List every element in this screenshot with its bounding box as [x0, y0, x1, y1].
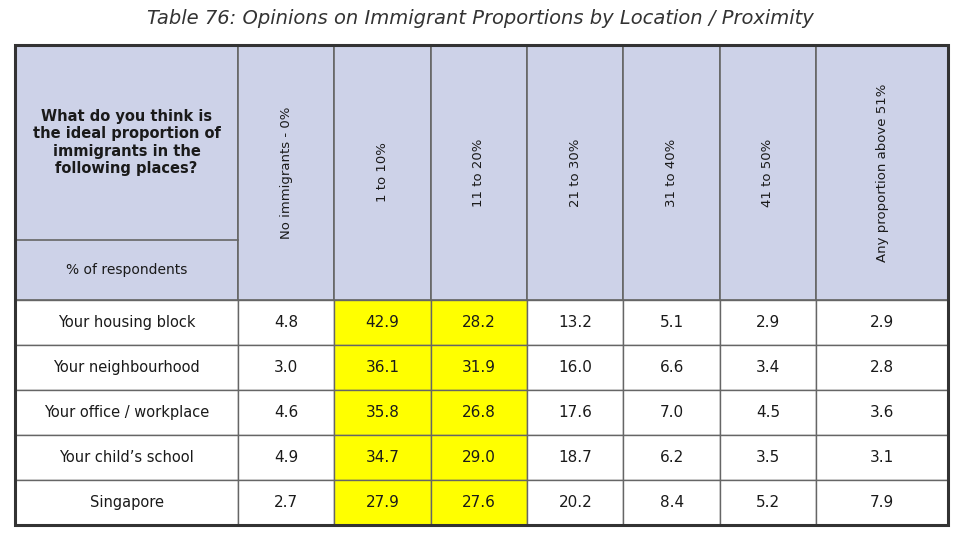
Text: 6.6: 6.6	[660, 360, 684, 375]
Text: 6.2: 6.2	[660, 450, 684, 465]
Bar	[431, 45, 527, 300]
Bar	[238, 345, 334, 390]
Bar	[431, 300, 527, 345]
Text: 4.5: 4.5	[756, 405, 780, 420]
Bar	[238, 45, 334, 300]
Text: 13.2: 13.2	[559, 315, 592, 330]
Text: 11 to 20%: 11 to 20%	[472, 138, 486, 207]
Text: 28.2: 28.2	[462, 315, 495, 330]
Text: 8.4: 8.4	[660, 495, 684, 510]
Text: 42.9: 42.9	[366, 315, 399, 330]
Text: 27.9: 27.9	[366, 495, 399, 510]
Text: 16.0: 16.0	[559, 360, 592, 375]
Text: Your office / workplace: Your office / workplace	[44, 405, 209, 420]
Text: % of respondents: % of respondents	[66, 263, 187, 277]
Bar	[15, 390, 238, 435]
Text: Any proportion above 51%: Any proportion above 51%	[876, 83, 889, 262]
Text: 3.6: 3.6	[870, 405, 895, 420]
Bar	[238, 300, 334, 345]
Text: 20.2: 20.2	[559, 495, 592, 510]
Bar	[816, 435, 948, 480]
Bar	[15, 45, 238, 300]
Bar	[15, 435, 238, 480]
Bar	[431, 435, 527, 480]
Bar	[431, 480, 527, 525]
Bar	[334, 390, 431, 435]
Text: 2.8: 2.8	[870, 360, 894, 375]
Bar	[623, 480, 720, 525]
Bar	[527, 390, 623, 435]
Bar	[527, 480, 623, 525]
Text: 7.0: 7.0	[660, 405, 684, 420]
Bar	[527, 435, 623, 480]
Text: 26.8: 26.8	[462, 405, 496, 420]
Bar	[720, 390, 816, 435]
Bar	[15, 45, 948, 525]
Bar	[720, 480, 816, 525]
Text: No immigrants - 0%: No immigrants - 0%	[279, 106, 293, 239]
Text: Your child’s school: Your child’s school	[60, 450, 194, 465]
Text: 18.7: 18.7	[559, 450, 592, 465]
Text: Your housing block: Your housing block	[58, 315, 195, 330]
Bar	[527, 45, 623, 300]
Text: 34.7: 34.7	[366, 450, 399, 465]
Text: 3.1: 3.1	[870, 450, 894, 465]
Text: 31.9: 31.9	[462, 360, 496, 375]
Text: 1 to 10%: 1 to 10%	[376, 143, 389, 203]
Text: 29.0: 29.0	[462, 450, 496, 465]
Bar	[816, 300, 948, 345]
Bar	[623, 390, 720, 435]
Text: 3.4: 3.4	[756, 360, 780, 375]
Bar	[527, 300, 623, 345]
Bar	[238, 390, 334, 435]
Text: 4.8: 4.8	[275, 315, 299, 330]
Bar	[334, 480, 431, 525]
Text: 4.6: 4.6	[275, 405, 299, 420]
Text: 4.9: 4.9	[275, 450, 299, 465]
Bar	[720, 45, 816, 300]
Bar	[238, 435, 334, 480]
Bar	[431, 390, 527, 435]
Bar	[816, 480, 948, 525]
Bar	[623, 345, 720, 390]
Bar	[623, 45, 720, 300]
Bar	[15, 480, 238, 525]
Bar	[623, 435, 720, 480]
Bar	[15, 345, 238, 390]
Text: Table 76: Opinions on Immigrant Proportions by Location / Proximity: Table 76: Opinions on Immigrant Proporti…	[147, 9, 813, 28]
Text: 3.0: 3.0	[275, 360, 299, 375]
Bar	[334, 45, 431, 300]
Text: What do you think is
the ideal proportion of
immigrants in the
following places?: What do you think is the ideal proportio…	[33, 109, 221, 176]
Text: 7.9: 7.9	[870, 495, 894, 510]
Bar	[334, 345, 431, 390]
Text: 41 to 50%: 41 to 50%	[761, 138, 775, 207]
Text: 17.6: 17.6	[559, 405, 592, 420]
Text: 2.7: 2.7	[275, 495, 299, 510]
Text: Your neighbourhood: Your neighbourhood	[53, 360, 200, 375]
Bar	[15, 300, 238, 345]
Bar	[527, 345, 623, 390]
Bar	[431, 345, 527, 390]
Bar	[623, 300, 720, 345]
Bar	[238, 480, 334, 525]
Bar	[816, 390, 948, 435]
Bar	[334, 435, 431, 480]
Bar	[720, 345, 816, 390]
Text: 36.1: 36.1	[366, 360, 399, 375]
Bar	[720, 300, 816, 345]
Text: 21 to 30%: 21 to 30%	[569, 138, 582, 207]
Text: Singapore: Singapore	[89, 495, 163, 510]
Text: 3.5: 3.5	[756, 450, 780, 465]
Bar	[720, 435, 816, 480]
Bar	[334, 300, 431, 345]
Text: 2.9: 2.9	[756, 315, 780, 330]
Text: 31 to 40%: 31 to 40%	[665, 138, 678, 207]
Text: 2.9: 2.9	[870, 315, 894, 330]
Text: 27.6: 27.6	[462, 495, 496, 510]
Bar	[816, 45, 948, 300]
Text: 5.1: 5.1	[660, 315, 684, 330]
Text: 35.8: 35.8	[366, 405, 399, 420]
Text: 5.2: 5.2	[756, 495, 780, 510]
Bar	[816, 345, 948, 390]
